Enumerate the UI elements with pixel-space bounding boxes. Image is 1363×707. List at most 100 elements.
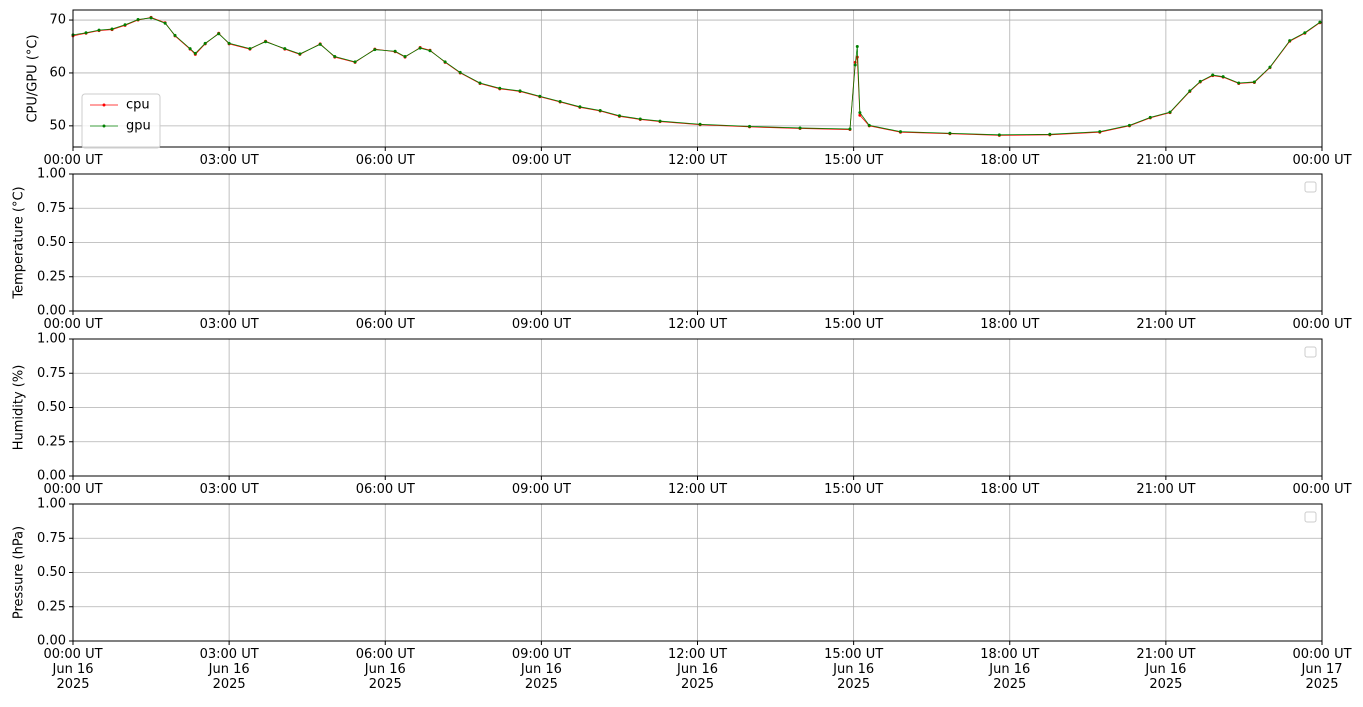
series-line — [72, 16, 1321, 136]
point — [1237, 81, 1241, 85]
y-tick-label: 0.75 — [37, 201, 66, 216]
y-tick-label: 70 — [49, 13, 66, 28]
point — [418, 46, 422, 50]
point — [867, 123, 871, 127]
y-axis-label: Pressure (hPa) — [12, 526, 27, 619]
x-tick-label: 00:00 UT — [43, 317, 103, 332]
x-tick-label: 21:00 UT — [1136, 153, 1196, 168]
point — [948, 131, 952, 135]
legend-label: gpu — [126, 119, 151, 134]
point — [373, 48, 377, 52]
point — [1288, 39, 1292, 43]
y-tick-label: 60 — [49, 65, 66, 80]
y-axis-label: CPU/GPU (°C) — [26, 34, 41, 122]
point — [1318, 20, 1322, 24]
point — [217, 32, 221, 36]
point — [149, 16, 153, 20]
point — [283, 47, 287, 51]
point — [227, 41, 231, 45]
x-tick-label: 06:00 UT — [355, 482, 415, 497]
plot-frame — [72, 338, 1323, 477]
point — [1303, 31, 1307, 35]
point — [428, 49, 432, 53]
point — [638, 117, 642, 121]
point — [1221, 75, 1225, 79]
y-tick-label: 0.00 — [37, 469, 66, 484]
x-tick-label: 21:00 UT — [1136, 317, 1196, 332]
x-tick-label: 09:00 UT — [511, 153, 571, 168]
y-axis-label: Temperature (°C) — [12, 186, 27, 299]
x-tick-label: 03:00 UT — [199, 482, 259, 497]
y-tick-label: 0.25 — [37, 434, 66, 449]
legend-box — [1304, 346, 1317, 358]
y-tick-label: 0.50 — [37, 565, 66, 580]
x-tick-label: 00:00 UT — [43, 482, 103, 497]
x-tick-label: 00:00 UT Jun 16 2025 — [43, 647, 103, 692]
point — [1127, 123, 1131, 127]
y-tick-label: 1.00 — [37, 332, 66, 347]
x-tick-label: 03:00 UT — [199, 317, 259, 332]
y-tick-label: 0.25 — [37, 269, 66, 284]
legend-label: cpu — [126, 98, 150, 113]
legend-box — [1304, 511, 1317, 523]
point — [188, 47, 192, 51]
point — [997, 133, 1001, 137]
x-tick-label: 21:00 UT — [1136, 482, 1196, 497]
point — [698, 122, 702, 126]
point — [578, 105, 582, 109]
legend-marker — [102, 103, 106, 107]
plot-frame — [72, 503, 1323, 642]
x-tick-label: 06:00 UT — [355, 317, 415, 332]
x-tick-label: 12:00 UT Jun 16 2025 — [667, 647, 728, 692]
y-tick-label: 0.50 — [37, 400, 66, 415]
x-tick-label: 18:00 UT — [980, 317, 1040, 332]
x-tick-label: 15:00 UT — [824, 482, 884, 497]
point — [558, 100, 562, 104]
point — [748, 124, 752, 128]
legend-box — [81, 93, 161, 149]
y-tick-label: 50 — [49, 118, 66, 133]
point — [84, 31, 88, 35]
x-tick-label: 12:00 UT — [667, 482, 728, 497]
point — [298, 52, 302, 56]
point — [443, 60, 447, 64]
plot-frame — [72, 173, 1323, 312]
point — [1211, 73, 1215, 77]
x-tick-label: 09:00 UT — [511, 482, 571, 497]
point — [136, 18, 140, 22]
point — [1148, 115, 1152, 119]
legend-box — [1304, 181, 1317, 193]
y-axis-label: Humidity (%) — [12, 365, 27, 451]
y-tick-label: 0.25 — [37, 599, 66, 614]
point — [1268, 65, 1272, 69]
point — [163, 21, 167, 25]
x-tick-label: 06:00 UT Jun 16 2025 — [355, 647, 415, 692]
x-tick-label: 00:00 UT Jun 17 2025 — [1292, 647, 1352, 692]
point — [898, 130, 902, 134]
point — [1048, 132, 1052, 136]
point — [658, 119, 662, 123]
point — [97, 28, 101, 32]
x-tick-label: 09:00 UT — [511, 317, 571, 332]
series-line — [72, 17, 1321, 136]
y-tick-label: 0.00 — [37, 634, 66, 649]
point — [1168, 110, 1172, 114]
point — [393, 49, 397, 53]
y-tick-label: 0.50 — [37, 235, 66, 250]
point — [248, 47, 252, 51]
point — [123, 23, 127, 27]
x-tick-label: 15:00 UT Jun 16 2025 — [824, 647, 884, 692]
x-tick-label: 06:00 UT — [355, 153, 415, 168]
point — [173, 33, 177, 37]
x-tick-label: 18:00 UT Jun 16 2025 — [980, 647, 1040, 692]
point — [617, 114, 621, 118]
point — [1098, 130, 1102, 134]
x-tick-label: 12:00 UT — [667, 317, 728, 332]
point — [853, 63, 857, 67]
y-tick-label: 0.00 — [37, 304, 66, 319]
x-tick-label: 15:00 UT — [824, 153, 884, 168]
point — [498, 86, 502, 90]
x-tick-label: 00:00 UT — [1292, 153, 1352, 168]
